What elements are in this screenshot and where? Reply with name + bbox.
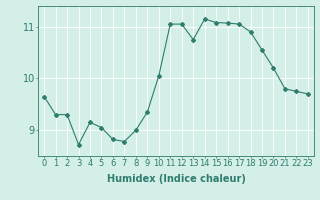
X-axis label: Humidex (Indice chaleur): Humidex (Indice chaleur) (107, 174, 245, 184)
